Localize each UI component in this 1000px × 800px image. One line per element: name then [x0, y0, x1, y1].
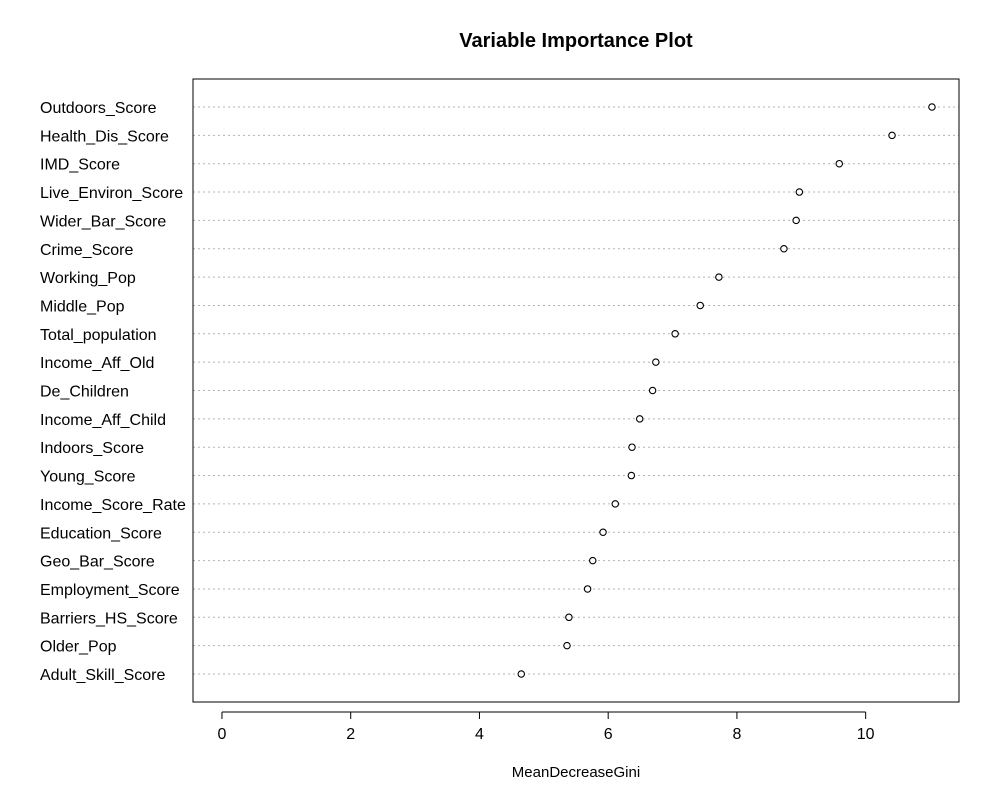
- variable-label: Adult_Skill_Score: [40, 667, 166, 684]
- variable-label: Live_Environ_Score: [40, 185, 183, 202]
- variable-label: Barriers_HS_Score: [40, 610, 178, 627]
- point-layer: [517, 103, 936, 678]
- data-point: [671, 330, 679, 338]
- variable-label: Middle_Pop: [40, 298, 125, 315]
- data-point: [888, 131, 896, 140]
- variable-label: Outdoors_Score: [40, 100, 157, 117]
- variable-label: Older_Pop: [40, 639, 117, 656]
- data-point: [715, 273, 723, 281]
- variable-label: Crime_Score: [40, 242, 133, 259]
- variable-label: De_Children: [40, 384, 129, 401]
- variable-label: Young_Score: [40, 469, 136, 486]
- data-point: [696, 301, 704, 310]
- variable-label: Health_Dis_Score: [40, 128, 169, 145]
- x-tick-label: 6: [604, 726, 613, 743]
- data-point: [648, 386, 657, 395]
- variable-label: IMD_Score: [40, 157, 120, 174]
- variable-label: Income_Aff_Child: [40, 412, 166, 429]
- data-point: [792, 216, 800, 225]
- data-point: [627, 471, 636, 480]
- chart-title: Variable Importance Plot: [459, 30, 693, 52]
- data-point: [565, 613, 573, 622]
- variable-label: Working_Pop: [40, 270, 136, 287]
- data-point: [928, 103, 936, 111]
- variable-label: Employment_Score: [40, 582, 180, 599]
- variable-label: Education_Score: [40, 525, 162, 542]
- data-point: [563, 641, 571, 650]
- variable-label: Income_Aff_Old: [40, 355, 154, 372]
- data-point: [795, 188, 804, 196]
- x-axis-title: MeanDecreaseGini: [512, 764, 640, 781]
- data-point: [517, 670, 526, 678]
- data-point: [635, 415, 644, 423]
- variable-label: Total_population: [40, 327, 157, 344]
- data-point: [583, 585, 592, 593]
- data-point: [652, 358, 660, 366]
- variable-label: Income_Score_Rate: [40, 497, 186, 514]
- data-point: [780, 245, 788, 253]
- x-tick-label: 10: [857, 726, 875, 743]
- x-tick-label: 0: [218, 726, 227, 743]
- plot-frame: [192, 78, 960, 703]
- data-point: [611, 500, 620, 508]
- x-axis: 0 2 4 6 8 10: [218, 711, 875, 743]
- data-point: [835, 159, 844, 168]
- data-point: [628, 443, 636, 451]
- variable-label: Wider_Bar_Score: [40, 213, 166, 230]
- variable-label: Geo_Bar_Score: [40, 554, 155, 571]
- variable-label: Indoors_Score: [40, 440, 144, 457]
- x-tick-label: 8: [732, 726, 741, 743]
- data-point: [599, 528, 607, 536]
- x-tick-label: 4: [475, 726, 484, 743]
- x-tick-label: 2: [346, 726, 355, 743]
- label-layer: Outdoors_Score Health_Dis_Score IMD_Score L…: [40, 100, 186, 684]
- data-point: [588, 556, 597, 565]
